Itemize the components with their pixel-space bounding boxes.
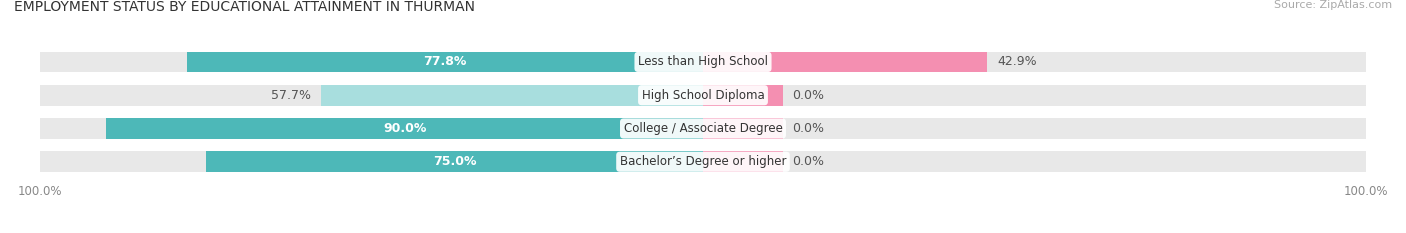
Text: College / Associate Degree: College / Associate Degree [624,122,782,135]
Text: 0.0%: 0.0% [793,122,824,135]
Bar [703,51,1365,72]
Bar [41,51,703,72]
Bar [187,51,703,72]
Bar [703,118,1365,139]
Bar [703,85,783,106]
Text: 90.0%: 90.0% [382,122,426,135]
Bar [703,151,1365,172]
Text: 0.0%: 0.0% [793,89,824,102]
Text: EMPLOYMENT STATUS BY EDUCATIONAL ATTAINMENT IN THURMAN: EMPLOYMENT STATUS BY EDUCATIONAL ATTAINM… [14,0,475,14]
Bar [41,118,703,139]
Bar [107,118,703,139]
Text: 75.0%: 75.0% [433,155,477,168]
Text: 77.8%: 77.8% [423,55,467,69]
Bar [703,51,987,72]
Bar [703,85,1365,106]
Text: Less than High School: Less than High School [638,55,768,69]
Text: Bachelor’s Degree or higher: Bachelor’s Degree or higher [620,155,786,168]
Text: High School Diploma: High School Diploma [641,89,765,102]
Bar [41,85,703,106]
Bar [703,151,783,172]
Legend: In Labor Force, Unemployed: In Labor Force, Unemployed [583,229,823,233]
Bar [703,118,783,139]
Text: 57.7%: 57.7% [270,89,311,102]
Bar [321,85,703,106]
Text: 0.0%: 0.0% [793,155,824,168]
Text: 42.9%: 42.9% [997,55,1036,69]
Bar [205,151,703,172]
Bar [41,151,703,172]
Text: Source: ZipAtlas.com: Source: ZipAtlas.com [1274,0,1392,10]
